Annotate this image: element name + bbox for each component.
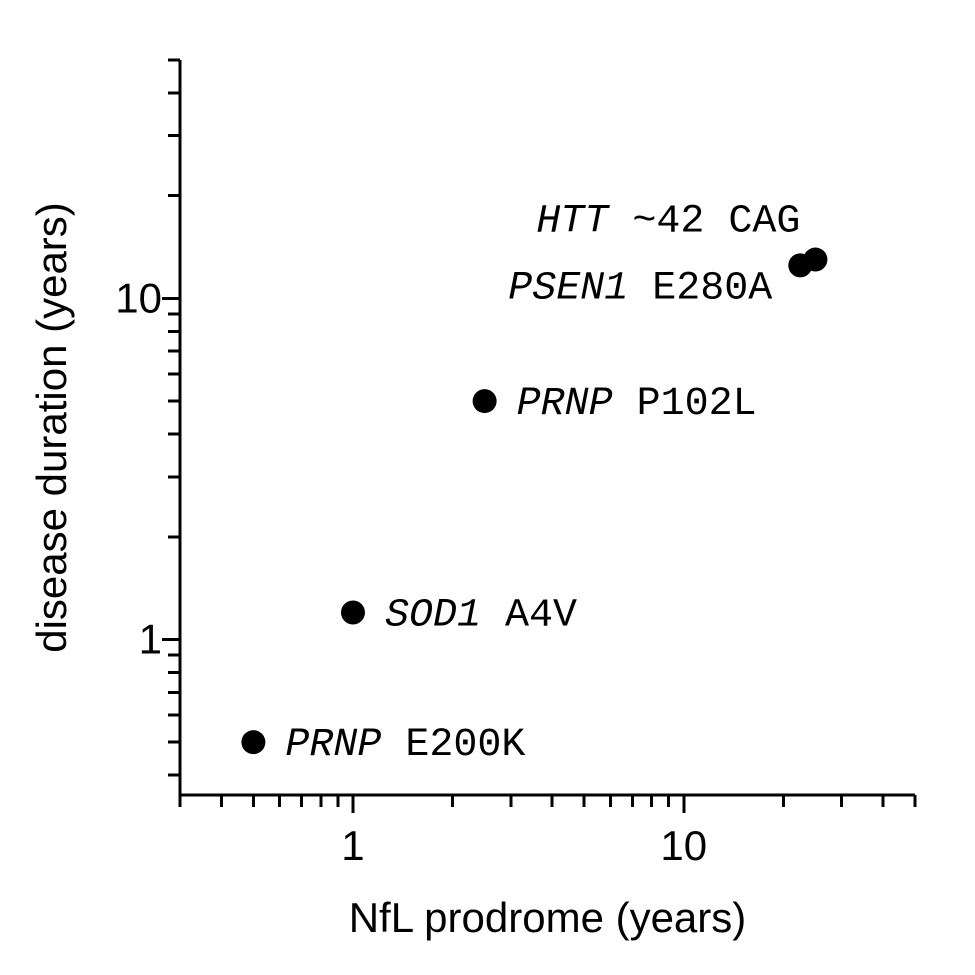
x-tick-label: 1 xyxy=(341,822,364,869)
data-label: PRNP P102L xyxy=(517,382,757,427)
data-label: PSEN1 E280A xyxy=(508,266,772,311)
data-points xyxy=(241,247,828,755)
data-label: PRNP E200K xyxy=(285,723,525,768)
y-axis-ticks xyxy=(162,58,180,777)
data-point xyxy=(803,247,828,272)
data-point xyxy=(241,730,266,755)
data-point xyxy=(340,600,365,625)
y-tick-label: 1 xyxy=(139,615,162,662)
data-point xyxy=(472,389,497,414)
y-axis-title: disease duration (years) xyxy=(28,202,75,653)
y-axis-tick-labels: 1 10 xyxy=(115,274,162,662)
data-label: HTT ~42 CAG xyxy=(536,200,800,245)
x-axis-title: NfL prodrome (years) xyxy=(349,894,747,941)
x-tick-label: 10 xyxy=(660,822,707,869)
data-label: SOD1 A4V xyxy=(385,593,577,638)
data-labels: PRNP E200K SOD1 A4V PRNP P102L PSEN1 E280A H… xyxy=(285,200,800,769)
x-axis-ticks xyxy=(178,795,917,813)
x-axis-tick-labels: 1 10 xyxy=(341,822,707,869)
y-tick-label: 10 xyxy=(115,274,162,321)
